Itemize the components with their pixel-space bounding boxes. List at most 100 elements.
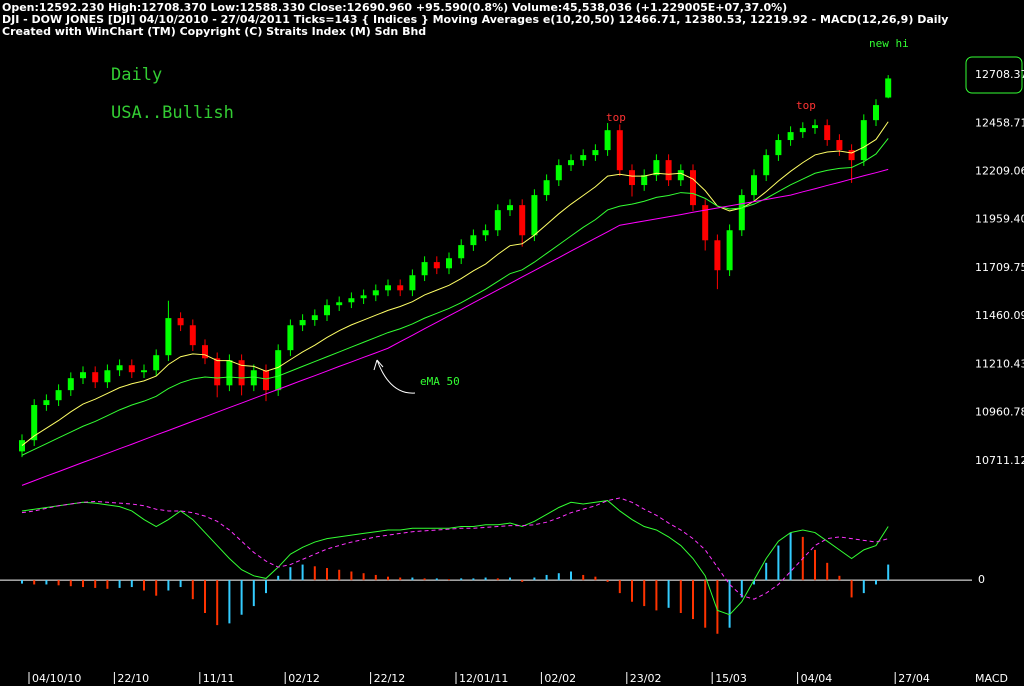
candle-body: [873, 105, 879, 121]
candle-body: [263, 370, 269, 391]
y-tick-label: 11959.40: [975, 213, 1024, 226]
header-line: DJI - DOW JONES [DJI] 04/10/2010 - 27/04…: [2, 13, 948, 26]
candle-body: [555, 165, 562, 181]
candle-body: [238, 360, 245, 386]
candle-body: [775, 140, 782, 156]
candle-body: [287, 325, 294, 351]
x-tick-label: 04/04: [801, 672, 833, 685]
y-tick-label: 11460.09: [975, 309, 1024, 322]
candle-body: [421, 262, 428, 276]
x-tick-label: 27/04: [898, 672, 930, 685]
candle-body: [128, 365, 135, 373]
candle-body: [751, 175, 757, 196]
candle-body: [336, 302, 343, 306]
x-tick-label: 15/03: [715, 672, 747, 685]
candle-body: [726, 230, 733, 271]
candle-body: [665, 160, 672, 181]
candle-body: [458, 245, 465, 259]
candle-body: [409, 275, 416, 291]
candle-body: [275, 350, 282, 391]
annotation: top: [796, 99, 816, 112]
candle-body: [507, 205, 513, 211]
candle-body: [702, 205, 709, 241]
panel-label: MACD: [975, 672, 1008, 685]
annotation: top: [606, 111, 626, 124]
y-tick-label: 12458.71: [975, 116, 1024, 129]
x-tick-label: 22/10: [117, 672, 149, 685]
candle-body: [433, 262, 440, 269]
candle-body: [568, 160, 574, 166]
x-tick-label: 04/10/10: [32, 672, 81, 685]
candle-body: [80, 372, 86, 379]
y-tick-label: 0: [978, 573, 985, 586]
candle-body: [738, 195, 745, 231]
y-tick-label: 12708.37: [975, 68, 1024, 81]
candle-body: [189, 325, 196, 346]
candle-body: [653, 160, 660, 176]
candle-body: [299, 320, 306, 326]
candle-body: [19, 440, 25, 452]
candle-body: [470, 235, 477, 246]
candle-body: [763, 155, 770, 176]
annotation: new hi: [869, 37, 909, 50]
candle-body: [214, 358, 221, 386]
candle-body: [519, 205, 526, 236]
last-price-box: [965, 56, 1023, 94]
candle-body: [616, 130, 623, 171]
candle-body: [543, 180, 550, 196]
candle-body: [311, 315, 318, 321]
candle-body: [848, 150, 855, 161]
candle-body: [580, 155, 587, 161]
candle-body: [116, 365, 123, 371]
candle-body: [177, 318, 184, 326]
candle-body: [31, 405, 38, 441]
candle-body: [714, 240, 721, 271]
candle-body: [824, 125, 831, 141]
y-tick-label: 11210.43: [975, 357, 1024, 370]
annotation: Daily: [111, 65, 162, 85]
candle-body: [787, 132, 794, 141]
signal-line: [21, 497, 889, 600]
candle-body: [55, 390, 62, 401]
x-tick-label: 23/02: [630, 672, 662, 685]
candle-body: [629, 170, 635, 186]
candle-body: [690, 170, 696, 206]
y-tick-label: 12209.06: [975, 165, 1024, 178]
candle-body: [641, 175, 648, 186]
candle-body: [677, 170, 684, 181]
candle-body: [324, 305, 330, 316]
header-line: Open:12592.230 High:12708.370 Low:12588.…: [2, 1, 787, 14]
candle-body: [250, 370, 257, 386]
candle-body: [104, 370, 111, 383]
candle-body: [43, 400, 50, 406]
candle-body: [141, 370, 147, 373]
x-tick-label: 11/11: [203, 672, 235, 685]
arrow: [373, 359, 416, 394]
candle-body: [385, 285, 391, 291]
candle-body: [226, 360, 233, 386]
candle-body: [360, 295, 367, 299]
candle-body: [494, 210, 501, 231]
x-tick-label: 22/12: [374, 672, 406, 685]
annotation: USA..Bullish: [111, 103, 234, 123]
candle-body: [592, 150, 599, 156]
candle-body: [397, 285, 404, 291]
candle-body: [799, 128, 806, 133]
candle-body: [885, 78, 892, 98]
candle-body: [202, 345, 208, 359]
moving-average: [21, 121, 889, 446]
candle-body: [153, 355, 160, 371]
macd-line: [21, 500, 889, 616]
y-tick-label: 11709.75: [975, 261, 1024, 274]
candle-body: [348, 298, 355, 303]
y-tick-label: 10711.12: [975, 454, 1024, 467]
candle-body: [482, 230, 489, 236]
candle-body: [812, 125, 818, 129]
candle-body: [372, 290, 379, 296]
candle-body: [836, 140, 843, 151]
candle-body: [92, 372, 99, 383]
candle-body: [604, 130, 611, 151]
candle-body: [67, 378, 74, 391]
candle-body: [531, 195, 538, 236]
